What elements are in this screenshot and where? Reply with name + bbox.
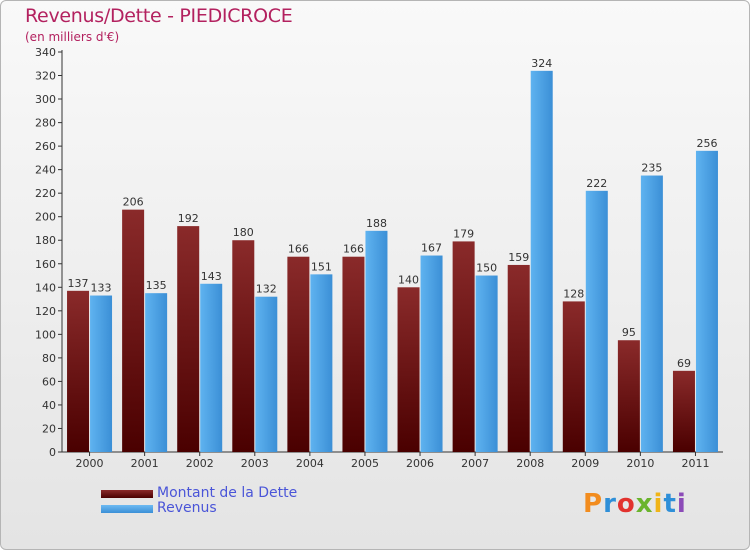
bar-debt (507, 264, 530, 452)
x-tick-label: 2010 (626, 457, 654, 470)
data-label-debt: 166 (343, 243, 364, 256)
data-label-revenue: 151 (311, 260, 332, 273)
x-tick-label: 2011 (681, 457, 709, 470)
bar-revenue (145, 293, 168, 452)
proxiti-logo: Proxiti (583, 489, 687, 519)
y-tick-label: 160 (35, 258, 56, 271)
data-label-revenue: 135 (146, 279, 167, 292)
y-tick-label: 200 (35, 211, 56, 224)
y-tick-label: 140 (35, 281, 56, 294)
x-tick-label: 2007 (461, 457, 489, 470)
bars (67, 70, 718, 452)
bar-revenue (530, 70, 553, 452)
chart-subtitle: (en milliers d'€) (25, 30, 120, 44)
y-tick-label: 300 (35, 93, 56, 106)
x-tick-label: 2001 (131, 457, 159, 470)
bar-revenue (640, 175, 663, 452)
bar-debt (232, 240, 255, 452)
data-label-revenue: 133 (91, 282, 112, 295)
data-label-revenue: 222 (586, 177, 607, 190)
bar-debt (122, 209, 145, 452)
y-tick-label: 120 (35, 305, 56, 318)
bar-debt (287, 256, 310, 452)
y-tick-label: 220 (35, 187, 56, 200)
x-tick-label: 2009 (571, 457, 599, 470)
data-label-revenue: 167 (421, 242, 442, 255)
bar-revenue (200, 283, 223, 452)
x-tick-label: 2008 (516, 457, 544, 470)
data-label-debt: 179 (453, 227, 474, 240)
x-tick-label: 2000 (76, 457, 104, 470)
data-label-debt: 69 (677, 357, 691, 370)
data-label-revenue: 324 (531, 57, 552, 70)
y-tick-label: 260 (35, 140, 56, 153)
data-label-revenue: 256 (696, 137, 717, 150)
y-tick-label: 240 (35, 164, 56, 177)
bar-debt (672, 370, 695, 452)
chart-title: Revenus/Dette - PIEDICROCE (25, 5, 293, 27)
data-label-revenue: 188 (366, 217, 387, 230)
data-label-revenue: 235 (641, 162, 662, 175)
bar-revenue (365, 230, 388, 452)
data-label-revenue: 143 (201, 270, 222, 283)
data-label-debt: 206 (123, 196, 144, 209)
y-tick-label: 320 (35, 70, 56, 83)
bar-debt (562, 301, 585, 452)
legend-label-debt: Montant de la Dette (157, 485, 298, 501)
axes: 0 20 40 60 80 100 120 140 160 180 200 220 240 260 280 3… (35, 46, 723, 470)
bar-revenue (695, 150, 718, 452)
data-label-debt: 140 (398, 273, 419, 286)
bar-debt (397, 287, 420, 452)
y-tick-label: 280 (35, 117, 56, 130)
legend-swatch-revenue (101, 505, 153, 513)
x-tick-label: 2004 (296, 457, 324, 470)
data-label-debt: 180 (233, 226, 254, 239)
bar-revenue (420, 255, 443, 452)
bar-debt (342, 256, 365, 452)
x-tick-label: 2003 (241, 457, 269, 470)
legend-swatch-debt (101, 490, 153, 498)
data-label-revenue: 150 (476, 262, 497, 275)
bar-debt (452, 241, 475, 452)
bar-debt (177, 226, 200, 452)
bar-revenue (585, 190, 608, 452)
y-tick-label: 180 (35, 234, 56, 247)
data-label-debt: 95 (622, 326, 636, 339)
x-tick-label: 2002 (186, 457, 214, 470)
x-tick-label: 2005 (351, 457, 379, 470)
data-label-debt: 159 (508, 251, 529, 264)
bar-revenue (475, 275, 498, 452)
data-label-revenue: 132 (256, 283, 277, 296)
y-tick-label: 80 (42, 352, 56, 365)
data-label-debt: 192 (178, 212, 199, 225)
y-tick-label: 40 (42, 399, 56, 412)
y-tick-label: 0 (49, 446, 56, 459)
data-label-debt: 128 (563, 287, 584, 300)
y-tick-label: 60 (42, 375, 56, 388)
labels: 137 1332061351921431801321661511661881401… (68, 57, 718, 370)
bar-revenue (255, 296, 278, 452)
bar-revenue (310, 274, 333, 452)
data-label-debt: 166 (288, 243, 309, 256)
y-tick-label: 340 (35, 46, 56, 59)
y-tick-label: 20 (42, 422, 56, 435)
legend-label-revenue: Revenus (157, 500, 217, 516)
y-tick-label: 100 (35, 328, 56, 341)
bar-debt (67, 290, 90, 452)
bar-revenue (90, 295, 113, 452)
data-label-debt: 137 (68, 277, 89, 290)
bar-debt (617, 340, 640, 452)
x-tick-label: 2006 (406, 457, 434, 470)
